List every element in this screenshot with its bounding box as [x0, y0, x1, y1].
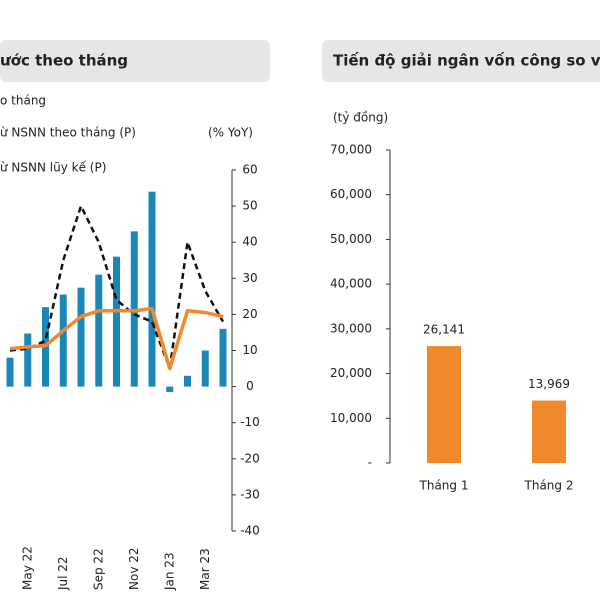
- title-box: [322, 40, 600, 82]
- x-tick-label: Tháng 1: [419, 479, 469, 493]
- y-tick-label: 60: [242, 163, 257, 177]
- y-tick-label: 10,000: [330, 411, 372, 425]
- y-tick-label: -10: [240, 415, 260, 429]
- legend-entry: ừ NSNN lũy kế (P): [0, 161, 106, 175]
- y-tick-label: 40: [242, 235, 257, 249]
- axis-label: (tỷ đồng): [333, 111, 388, 125]
- x-tick-label: May 22: [20, 546, 34, 590]
- legend-entry: o tháng: [0, 94, 46, 108]
- bar: [113, 256, 120, 387]
- x-tick-label: Jul 22: [56, 556, 70, 591]
- legend-entry: ừ NSNN theo tháng (P): [0, 126, 136, 140]
- y-tick-label: -20: [240, 451, 260, 465]
- bar: [148, 191, 156, 387]
- bar: [532, 400, 566, 463]
- y-tick-label: 50,000: [330, 232, 372, 246]
- bar: [24, 333, 32, 387]
- bar: [77, 287, 85, 387]
- title-box: [0, 40, 270, 82]
- y-tick-label: 30,000: [330, 321, 372, 335]
- x-tick-label: Nov 22: [127, 547, 141, 590]
- x-tick-label: Sep 22: [91, 548, 105, 590]
- y-tick-label: 0: [246, 379, 254, 393]
- y-tick-label: 50: [242, 199, 257, 213]
- bar: [166, 386, 174, 393]
- y-tick-label: 10: [242, 343, 257, 357]
- y-tick-label: 20: [242, 307, 257, 321]
- x-tick-label: Mar 23: [198, 548, 212, 590]
- y-tick-label: 20,000: [330, 366, 372, 380]
- data-label: 26,141: [423, 323, 465, 337]
- bar: [184, 375, 191, 387]
- y-tick-label: -40: [240, 524, 260, 538]
- bar: [130, 231, 138, 387]
- bar: [95, 274, 103, 387]
- bar: [6, 357, 14, 387]
- y-tick-label: 70,000: [330, 143, 372, 157]
- chart-title: Tiến độ giải ngân vốn công so vớ: [333, 51, 600, 70]
- y-tick-label: 30: [242, 271, 257, 285]
- bar: [201, 350, 209, 387]
- data-label: 13,969: [528, 377, 570, 391]
- x-tick-label: Tháng 2: [524, 479, 574, 493]
- bar: [427, 346, 461, 463]
- axis-label: (% YoY): [208, 126, 253, 140]
- y-tick-label: -: [368, 456, 372, 470]
- y-tick-label: 40,000: [330, 277, 372, 291]
- chart-title: ước theo tháng: [0, 52, 128, 70]
- y-tick-label: -30: [240, 487, 260, 501]
- line: [9, 306, 224, 371]
- bar: [59, 294, 67, 387]
- bar: [219, 328, 227, 387]
- x-tick-label: Jan 23: [162, 552, 176, 591]
- y-tick-label: 60,000: [330, 187, 372, 201]
